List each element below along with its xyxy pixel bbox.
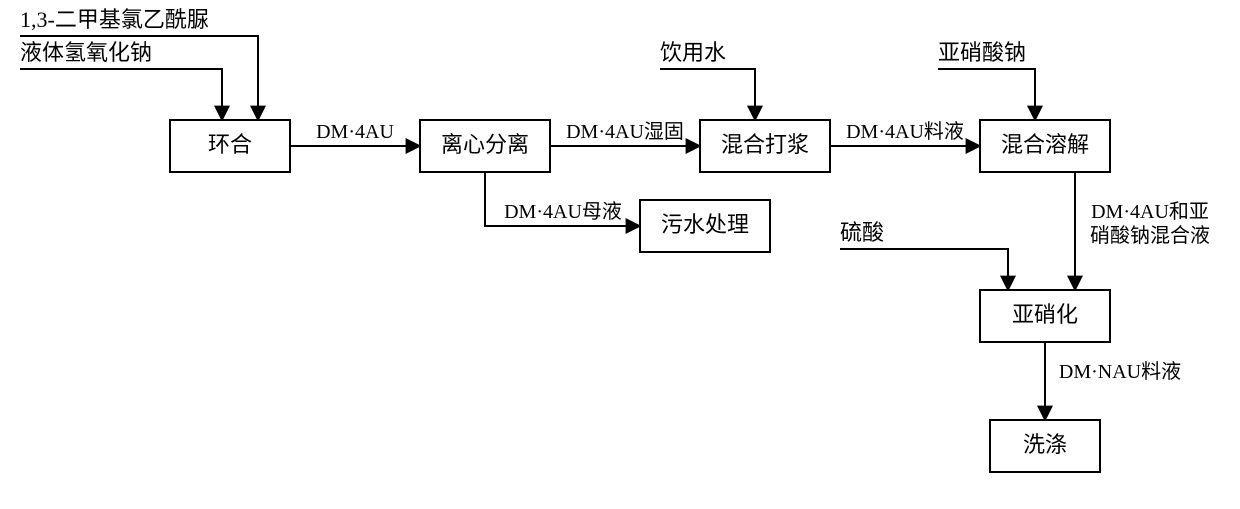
- edge-label-e_n2_n5: DM·4AU母液: [504, 200, 622, 223]
- edges-layer: DM·4AU DM·4AU湿固 DM·4AU料液 DM·4AU母液 DM·4AU和亚硝酸…: [20, 36, 1210, 420]
- process-box-n1: 环合: [170, 120, 290, 172]
- process-label-n4: 混合溶解: [1001, 132, 1089, 157]
- process-label-n6: 亚硝化: [1012, 302, 1078, 327]
- edge-e_in5_n6: [840, 249, 1008, 290]
- edge-label-e_n2_n3: DM·4AU湿固: [566, 120, 684, 143]
- process-label-n3: 混合打浆: [721, 132, 809, 157]
- nodes-layer: 环合 离心分离 混合打浆 混合溶解污水处理亚硝化洗涤: [170, 120, 1110, 472]
- edge-label-e_n6_n7: DM·NAU料液: [1059, 360, 1181, 383]
- process-label-n7: 洗涤: [1023, 432, 1067, 457]
- edge-label-e_n3_n4: DM·4AU料液: [846, 120, 964, 143]
- process-label-n1: 环合: [208, 132, 252, 157]
- input-label-5: 硫酸: [840, 220, 884, 245]
- process-box-n3: 混合打浆: [700, 120, 830, 172]
- edge-label-e_n1_n2: DM·4AU: [316, 121, 394, 143]
- process-box-n5: 污水处理: [640, 200, 770, 252]
- edge-e_in3_n3: [660, 69, 755, 120]
- input-label-3: 饮用水: [660, 40, 726, 65]
- process-box-n4: 混合溶解: [980, 120, 1110, 172]
- process-box-n2: 离心分离: [420, 120, 550, 172]
- process-box-n7: 洗涤: [990, 420, 1100, 472]
- edge-label-e_n4_n6-1: DM·4AU和亚: [1091, 200, 1209, 223]
- process-label-n5: 污水处理: [661, 212, 749, 237]
- edge-label-e_n4_n6-2: 硝酸钠混合液: [1090, 224, 1210, 247]
- input-label-1: 1,3-二甲基氯乙酰脲: [20, 7, 209, 32]
- edge-e_in2_n1: [20, 69, 222, 120]
- input-label-2: 液体氢氧化钠: [20, 40, 152, 65]
- input-label-4: 亚硝酸钠: [938, 40, 1026, 65]
- process-box-n6: 亚硝化: [980, 290, 1110, 342]
- process-label-n2: 离心分离: [441, 132, 529, 157]
- edge-e_in4_n4: [938, 69, 1035, 120]
